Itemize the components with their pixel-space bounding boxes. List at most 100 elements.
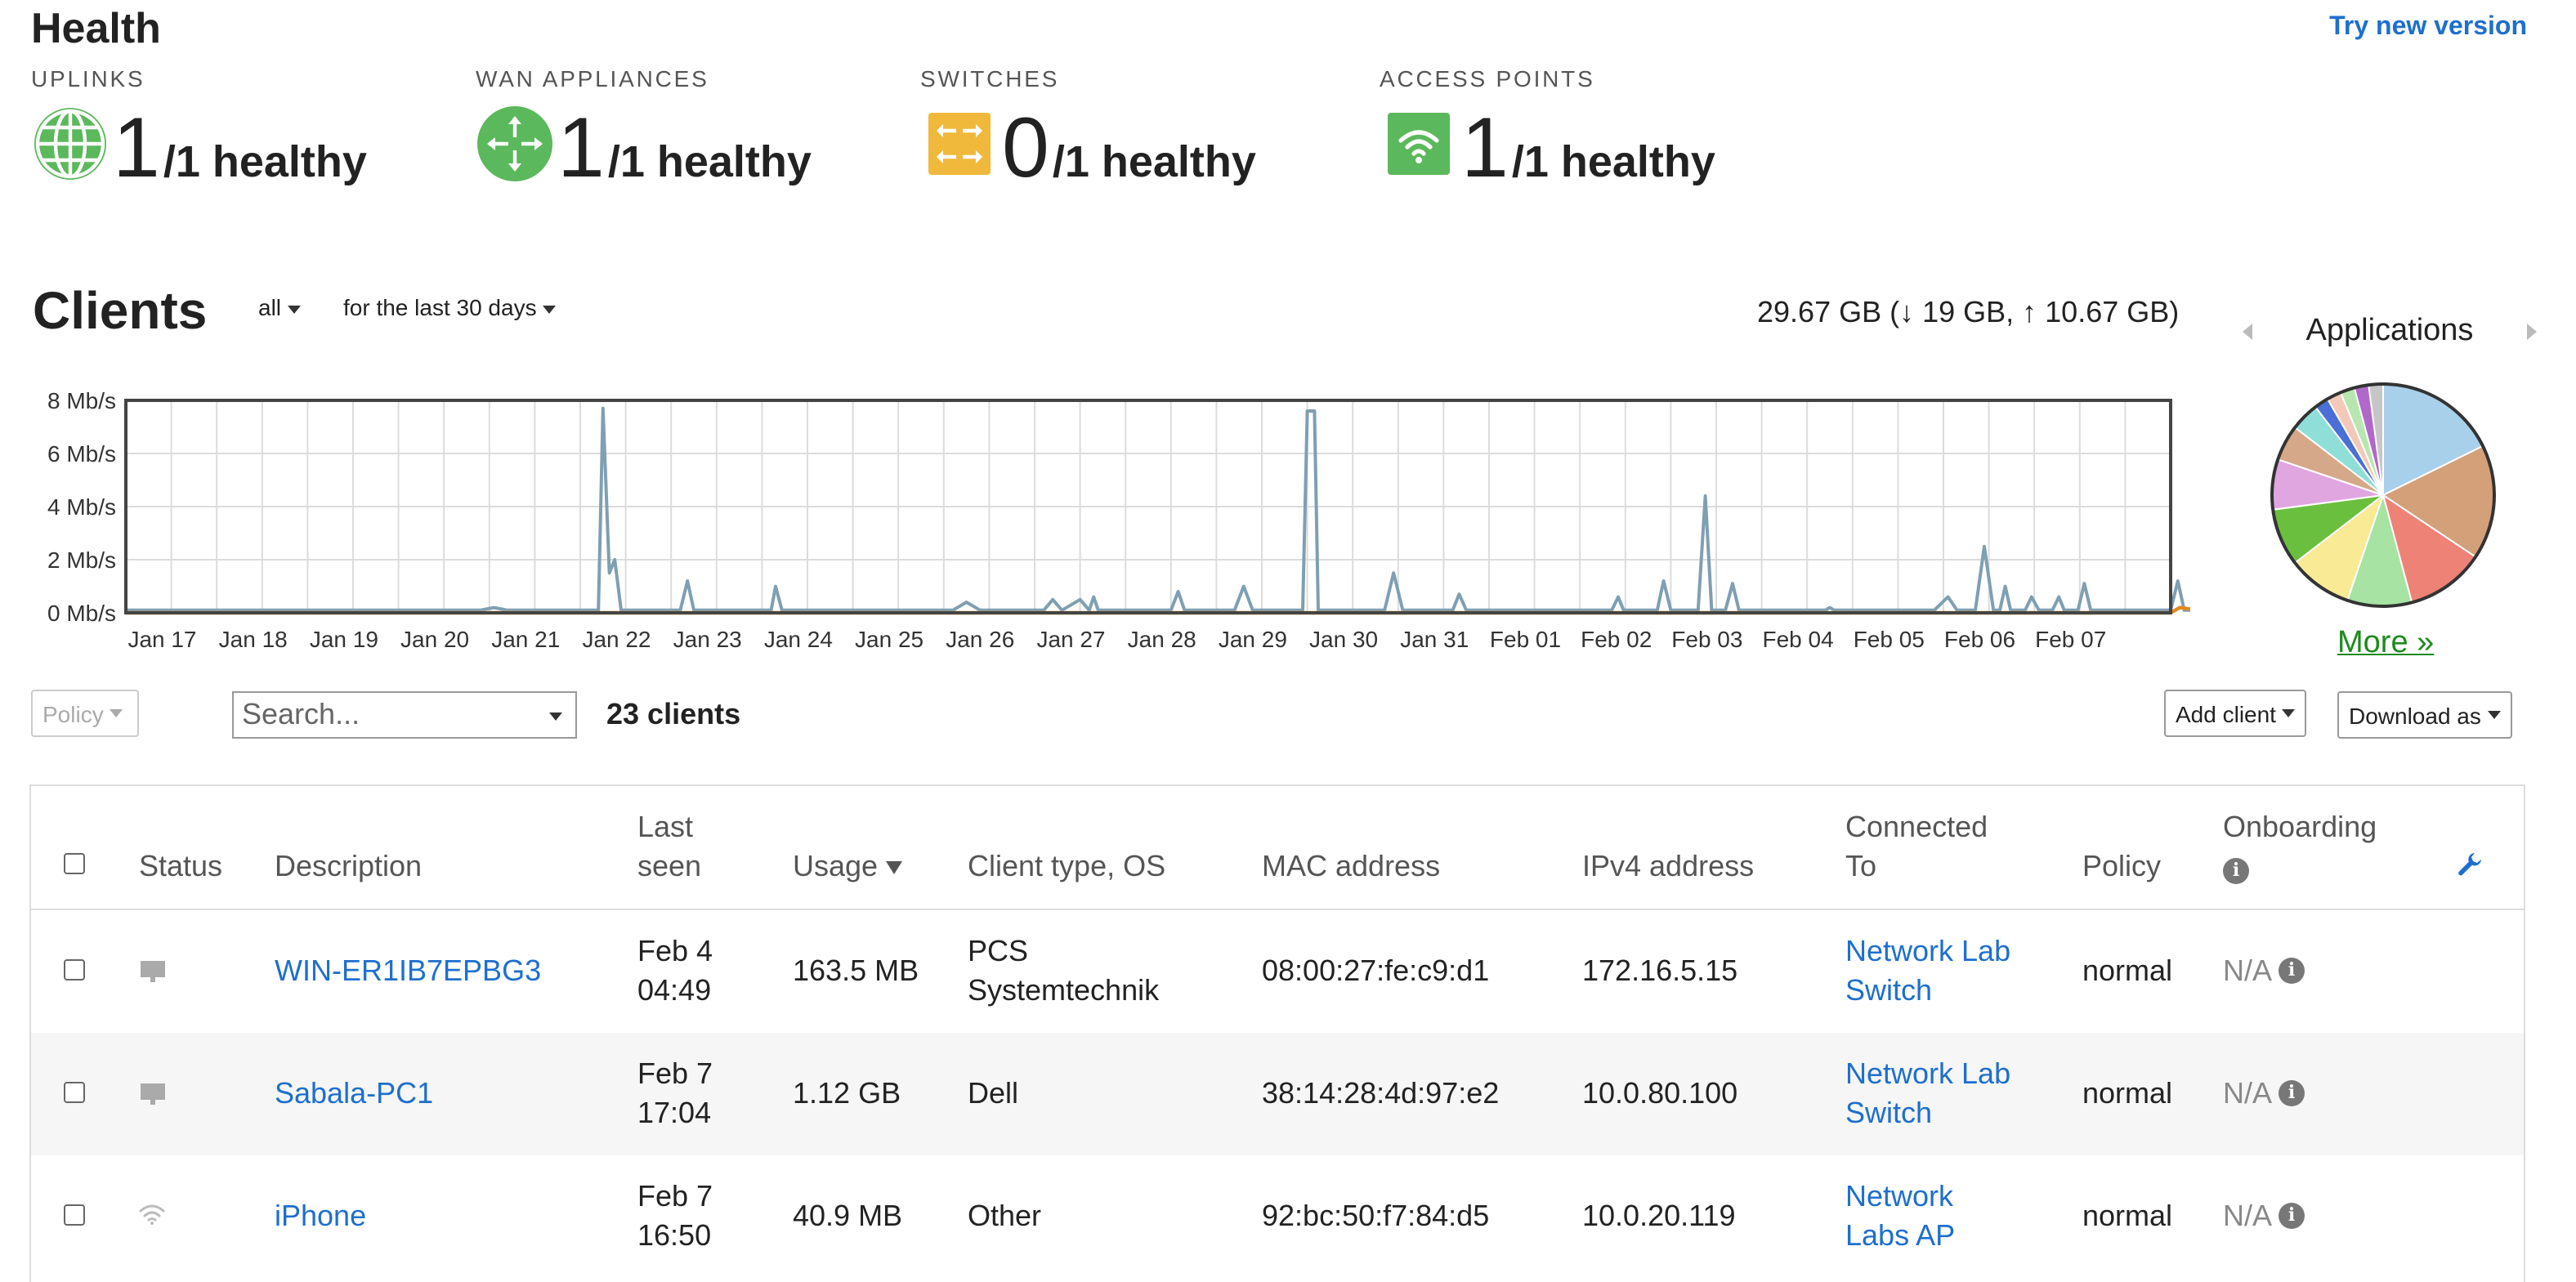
info-icon[interactable]: i bbox=[2279, 1080, 2305, 1106]
policy-value: normal bbox=[2082, 1199, 2173, 1232]
client-type: Other bbox=[968, 1199, 1042, 1232]
uplinks-healthy-count: 1 bbox=[113, 101, 160, 196]
download-as-button[interactable]: Download as bbox=[2337, 691, 2512, 739]
last-seen-date: Feb 4 bbox=[637, 935, 713, 967]
onboarding-value: N/A bbox=[2223, 1077, 2273, 1110]
select-all-checkbox[interactable] bbox=[64, 853, 85, 874]
usage-chart: 0 Mb/s 2 Mb/s 4 Mb/s 6 Mb/s 8 Mb/s Jan 17 Jan … bbox=[47, 388, 2190, 652]
row-checkbox[interactable] bbox=[64, 959, 85, 980]
applications-title: Applications bbox=[2305, 314, 2474, 348]
row-checkbox[interactable] bbox=[64, 1082, 85, 1103]
more-applications-link[interactable]: More » bbox=[2337, 626, 2435, 660]
header-connected-to[interactable]: Connected To bbox=[1845, 807, 1988, 886]
onboarding-cell: N/A i bbox=[2223, 951, 2305, 990]
plot-frame bbox=[124, 399, 2172, 614]
client-description-link[interactable]: iPhone bbox=[275, 1199, 367, 1232]
header-usage[interactable]: Usage bbox=[793, 846, 903, 886]
header-last-seen-line2: seen bbox=[637, 850, 702, 882]
x-tick-label: Jan 25 bbox=[855, 627, 924, 652]
chevron-down-icon bbox=[543, 305, 557, 314]
info-icon[interactable]: i bbox=[2223, 858, 2249, 884]
x-tick-label: Feb 06 bbox=[1944, 627, 2015, 652]
time-range-dropdown[interactable]: for the last 30 days bbox=[343, 294, 557, 320]
x-tick-label: Jan 28 bbox=[1128, 627, 1196, 652]
monitor-icon bbox=[141, 961, 165, 992]
usage-total: 29.67 GB (↓ 19 GB, ↑ 10.67 GB) bbox=[1757, 296, 2180, 328]
search-input[interactable]: Search... bbox=[232, 691, 577, 739]
header-client-type[interactable]: Client type, OS bbox=[968, 850, 1166, 882]
policy-value: normal bbox=[2082, 1077, 2173, 1110]
connected-to-line2: Switch bbox=[1845, 974, 1933, 1007]
table-row[interactable]: WIN-ER1IB7EPBG3 Feb 4 04:49 163.5 MB PCS… bbox=[31, 910, 2524, 1033]
health-card-label: UPLINKS bbox=[31, 65, 145, 92]
header-ipv4[interactable]: IPv4 address bbox=[1582, 850, 1755, 882]
header-status[interactable]: Status bbox=[139, 850, 223, 882]
next-arrow-icon[interactable] bbox=[2526, 324, 2537, 340]
health-card-access-points: ACCESS POINTS 1 /1 healthy bbox=[1380, 65, 1715, 191]
ipv4-address: 10.0.20.119 bbox=[1582, 1199, 1736, 1232]
connected-to-line1: Network Lab bbox=[1845, 1057, 2011, 1090]
client-filter-dropdown[interactable]: all bbox=[258, 294, 302, 320]
add-client-button[interactable]: Add client bbox=[2164, 690, 2307, 737]
header-divider bbox=[31, 909, 2524, 910]
applications-pie-chart[interactable] bbox=[2264, 376, 2502, 614]
table-row[interactable]: iPhone Feb 7 16:50 40.9 MB Other 92:bc:5… bbox=[31, 1155, 2524, 1278]
clients-title: Clients bbox=[33, 281, 208, 340]
x-tick-label: Jan 21 bbox=[491, 627, 560, 652]
connected-to-link[interactable]: Network Lab Switch bbox=[1845, 1054, 2010, 1132]
connected-to-link[interactable]: Network Labs AP bbox=[1845, 1177, 1955, 1255]
switches-healthy-count: 0 bbox=[1002, 101, 1049, 196]
onboarding-cell: N/A i bbox=[2223, 1074, 2305, 1113]
y-tick-label: 8 Mb/s bbox=[47, 388, 116, 413]
connected-to-line1: Network Lab bbox=[1845, 935, 2011, 967]
x-tick-label: Feb 05 bbox=[1854, 627, 1925, 652]
info-icon[interactable]: i bbox=[2279, 958, 2305, 984]
y-tick-label: 2 Mb/s bbox=[47, 547, 116, 573]
header-onboarding-label: Onboarding bbox=[2223, 811, 2377, 843]
x-tick-label: Feb 04 bbox=[1762, 627, 1833, 652]
row-checkbox[interactable] bbox=[64, 1204, 85, 1226]
ap-healthy-count: 1 bbox=[1461, 101, 1509, 196]
header-last-seen-line1: Last bbox=[637, 811, 694, 843]
client-description-link[interactable]: WIN-ER1IB7EPBG3 bbox=[275, 954, 542, 987]
mac-address: 08:00:27:fe:c9:d1 bbox=[1262, 954, 1490, 987]
chevron-down-icon bbox=[2487, 711, 2501, 719]
client-description-link[interactable]: Sabala-PC1 bbox=[275, 1077, 434, 1110]
y-tick-label: 0 Mb/s bbox=[47, 601, 116, 626]
y-tick-label: 4 Mb/s bbox=[47, 494, 116, 520]
x-tick-label: Jan 30 bbox=[1309, 627, 1378, 652]
connected-to-line2: Labs AP bbox=[1845, 1219, 1956, 1252]
header-onboarding[interactable]: Onboarding i bbox=[2223, 807, 2377, 886]
mac-address: 92:bc:50:f7:84:d5 bbox=[1262, 1199, 1490, 1232]
uplinks-total: /1 healthy bbox=[163, 137, 367, 186]
x-tick-label: Jan 20 bbox=[400, 627, 469, 652]
header-policy[interactable]: Policy bbox=[2082, 850, 2162, 882]
globe-icon bbox=[31, 105, 110, 183]
onboarding-value: N/A bbox=[2223, 954, 2273, 987]
client-type-line2: Systemtechnik bbox=[968, 974, 1160, 1007]
chevron-down-icon bbox=[288, 305, 302, 314]
connected-to-link[interactable]: Network Lab Switch bbox=[1845, 931, 2010, 1010]
last-seen-time: 16:50 bbox=[637, 1219, 712, 1252]
info-icon[interactable]: i bbox=[2279, 1203, 2305, 1229]
table-row[interactable]: Sabala-PC1 Feb 7 17:04 1.12 GB Dell 38:1… bbox=[31, 1033, 2524, 1155]
try-new-version-link[interactable]: Try new version bbox=[2329, 13, 2527, 41]
header-mac[interactable]: MAC address bbox=[1262, 850, 1441, 882]
header-last-seen[interactable]: Last seen bbox=[637, 807, 701, 886]
last-seen: Feb 4 04:49 bbox=[637, 931, 713, 1010]
wrench-icon[interactable] bbox=[2457, 851, 2483, 886]
previous-arrow-icon[interactable] bbox=[2243, 324, 2252, 340]
ap-total: /1 healthy bbox=[1511, 137, 1715, 186]
policy-value: normal bbox=[2082, 954, 2173, 987]
usage-value: 40.9 MB bbox=[793, 1199, 903, 1232]
last-seen: Feb 7 17:04 bbox=[637, 1054, 713, 1132]
policy-button[interactable]: Policy bbox=[31, 690, 139, 737]
chevron-down-icon bbox=[110, 709, 123, 717]
applications-header: Applications bbox=[2243, 314, 2537, 350]
usage-value: 1.12 GB bbox=[793, 1077, 901, 1110]
chevron-down-icon[interactable] bbox=[549, 712, 562, 721]
header-connected-line2: To bbox=[1845, 850, 1877, 882]
header-description[interactable]: Description bbox=[275, 850, 423, 882]
header-connected-line1: Connected bbox=[1845, 811, 1988, 843]
health-card-label: ACCESS POINTS bbox=[1380, 65, 1595, 92]
